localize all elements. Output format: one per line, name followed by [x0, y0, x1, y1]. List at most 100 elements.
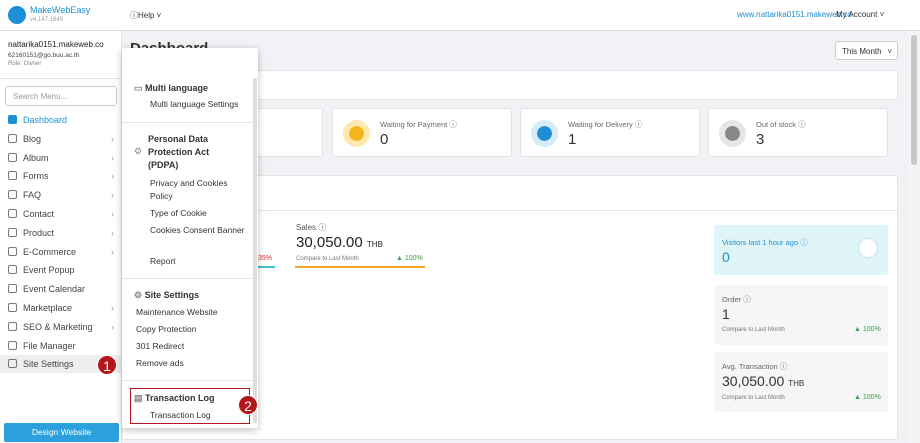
change: ▲ 100% — [854, 394, 881, 401]
card-label: Waiting for Delivery ⓘ — [568, 120, 643, 129]
menu-item[interactable]: Type of Cookie — [150, 208, 207, 218]
sidebar-label: Contact — [23, 209, 55, 219]
card-label: Waiting for Payment ⓘ — [380, 120, 457, 129]
arrow: › — [111, 171, 114, 182]
site-name: nattarika0151.makeweb.co — [8, 40, 104, 49]
arrow: › — [111, 321, 114, 332]
sales-value: 30,050.00 THB — [296, 234, 383, 251]
menu-item[interactable]: Report — [150, 256, 176, 266]
separator — [122, 122, 258, 123]
avg-label: Avg. Transaction ⓘ — [722, 362, 788, 371]
compare: Compare to Last Month — [722, 395, 785, 401]
sidebar-item[interactable]: Album › — [8, 149, 118, 167]
period-select[interactable]: This Month ˅ — [835, 41, 898, 60]
avg-box: Avg. Transaction ⓘ 30,050.00 THB Compare… — [714, 352, 888, 412]
visitors-label: Visitors last 1 hour ago ⓘ — [722, 238, 808, 247]
menu-item[interactable]: Transaction Log — [150, 410, 211, 420]
icon — [8, 359, 17, 369]
icon: ⚙ — [134, 146, 143, 156]
change: ▲ 100% — [854, 326, 881, 333]
arrow: › — [111, 227, 114, 238]
divider — [122, 210, 898, 211]
sidebar-item[interactable]: Contact › — [8, 205, 118, 223]
card-value: 1 — [568, 131, 577, 148]
sidebar-item[interactable]: FAQ › — [8, 186, 118, 204]
icon — [8, 321, 17, 331]
sales-label: Sales ⓘ — [296, 223, 327, 232]
sidebar-label: Site Settings — [23, 359, 74, 370]
menu-item[interactable]: Privacy and Cookies Policy — [150, 178, 228, 201]
sidebar-item[interactable]: E-Commerce › — [8, 243, 118, 261]
help[interactable]: ⓘHelp ˅ — [130, 11, 162, 20]
menu-header: ⚙ Site Settings — [134, 290, 200, 300]
sidebar-label: Event Popup — [23, 265, 75, 276]
sidebar-label: Marketplace — [23, 303, 73, 313]
sidebar-label: Event Calendar — [23, 284, 86, 295]
icon — [531, 120, 558, 147]
status-card: Waiting for Delivery ⓘ 1 — [520, 108, 700, 157]
icon — [858, 238, 878, 258]
sidebar-label: Forms — [23, 171, 49, 182]
icon — [8, 190, 17, 200]
version: v4.147.1645 — [30, 17, 64, 23]
dropdown-menu: ▭ Multi language Multi language Settings… — [122, 48, 258, 428]
sidebar-label: SEO & Marketing — [23, 321, 93, 332]
sidebar-label: File Manager — [23, 340, 76, 351]
design-button[interactable]: Design Website — [4, 423, 119, 442]
search-box[interactable]: Search Menu... — [5, 86, 117, 106]
menu-item[interactable]: Cookies Consent Banner — [150, 225, 245, 235]
site-link[interactable]: www.nattarika0151.makeweb.co — [737, 10, 852, 19]
tab-underline — [295, 266, 425, 268]
sidebar-label: Dashboard — [23, 115, 68, 125]
menu-item[interactable]: Maintenance Website — [136, 307, 218, 317]
scrollbar — [908, 31, 920, 443]
top-bar: MakeWebEasy v4.147.1645 ⓘHelp ˅ www.natt… — [0, 0, 920, 31]
order-box: Order ⓘ 1 Compare to Last Month ▲ 100% — [714, 285, 888, 345]
icon — [8, 265, 17, 275]
menu-item[interactable]: Remove ads — [136, 358, 184, 368]
badge: 1 — [97, 355, 117, 375]
card-label-text: Waiting for Payment — [380, 120, 448, 129]
divider — [0, 78, 122, 79]
sidebar-item[interactable]: Site Settings — [0, 355, 121, 374]
sales-change: ▲ 100% — [396, 255, 423, 262]
email: 62160151@go.buu.ac.th — [8, 52, 80, 59]
sidebar-item[interactable]: File Manager — [8, 337, 118, 355]
sidebar-item[interactable]: Marketplace › — [8, 299, 118, 317]
menu-scrollbar — [253, 78, 257, 423]
status-card: Out of stock ⓘ 3 — [708, 108, 888, 157]
card-label: Out of stock ⓘ — [756, 120, 806, 129]
sidebar-item[interactable]: Forms › — [8, 167, 118, 185]
menu-item[interactable]: 301 Redirect — [136, 341, 185, 351]
sidebar-item[interactable]: Product › — [8, 224, 118, 242]
menu-header: ▭ Multi language — [134, 83, 209, 93]
menu-header: ▤ Transaction Log — [134, 393, 215, 403]
icon — [8, 115, 17, 124]
tab-underline — [258, 266, 275, 268]
card-value: 0 — [380, 131, 389, 148]
visitors-value: 0 — [722, 249, 730, 265]
menu-item[interactable]: Multi language Settings — [150, 99, 239, 109]
icon — [8, 246, 17, 256]
percent: 35% — [258, 255, 273, 262]
arrow: › — [111, 152, 114, 163]
sidebar-item[interactable]: Event Calendar — [8, 280, 118, 298]
sidebar-item[interactable]: SEO & Marketing › — [8, 318, 118, 336]
menu-header: Personal Data Protection Act (PDPA) — [148, 134, 210, 170]
separator — [122, 278, 258, 279]
sidebar-item[interactable]: Dashboard — [8, 111, 118, 129]
sidebar-label: Album — [23, 152, 49, 163]
icon — [343, 120, 370, 147]
scroll-thumb — [911, 35, 917, 165]
logo — [8, 6, 26, 24]
menu-item[interactable]: Copy Protection — [136, 324, 197, 334]
role: Role: Owner — [8, 61, 42, 67]
sidebar-item[interactable]: Blog › — [8, 130, 118, 148]
sidebar-item[interactable]: Event Popup — [8, 261, 118, 279]
account[interactable]: My Account ˅ — [836, 10, 885, 19]
visitors-box: Visitors last 1 hour ago ⓘ 0 — [714, 225, 888, 275]
icon — [8, 171, 17, 181]
card-label-text: Out of stock — [756, 120, 797, 129]
card-value: 3 — [756, 131, 765, 148]
